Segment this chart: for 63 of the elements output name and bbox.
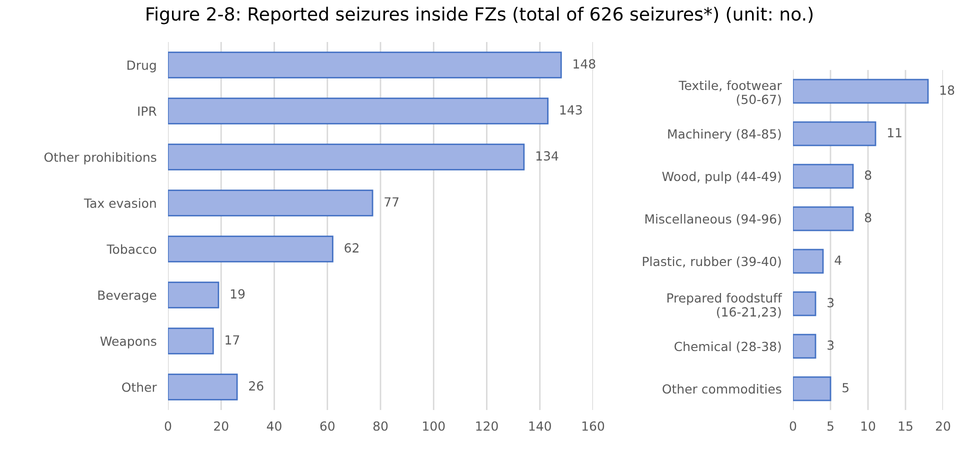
x-tick-label: 80 <box>373 421 388 431</box>
data-label: 11 <box>888 128 902 138</box>
data-label: 77 <box>384 197 398 206</box>
data-label: 134 <box>536 151 558 161</box>
y-tick-label: Drug <box>127 60 156 72</box>
bar <box>793 78 929 104</box>
x-tick-label: 120 <box>476 421 498 431</box>
x-tick-label: 20 <box>936 421 950 431</box>
y-tick-label: Other prohibitions <box>44 152 156 164</box>
bar <box>168 282 220 308</box>
y-tick-label: Tax evasion <box>84 198 156 208</box>
y-tick-label: Weapons <box>100 336 156 348</box>
x-tick-label: 0 <box>164 421 172 431</box>
bar <box>793 121 876 146</box>
bar <box>168 52 562 78</box>
bar <box>793 164 854 189</box>
bar <box>168 190 374 216</box>
x-tick-label: 5 <box>827 421 834 431</box>
chart-title: Figure 2-8: Reported seizures inside FZs (total of 626 seizures*) (unit: no.) <box>146 6 813 24</box>
y-tick-label: Prepared foodstuff (16-21,23) <box>667 292 782 318</box>
y-tick-label: Wood, pulp (44-49) <box>662 172 781 184</box>
y-tick-label: Beverage <box>98 290 156 302</box>
y-tick-label: Miscellaneous (94-96) <box>645 214 781 226</box>
x-tick-label: 160 <box>582 421 604 431</box>
bar <box>793 291 816 316</box>
x-tick-label: 0 <box>790 421 796 431</box>
bar <box>793 206 854 232</box>
data-label: 18 <box>940 85 954 95</box>
bar <box>168 374 238 400</box>
bar <box>168 328 214 354</box>
y-tick-label: Textile, footwear (50-67) <box>678 80 782 106</box>
x-tick-label: 140 <box>529 421 551 431</box>
x-tick-label: 20 <box>214 421 228 431</box>
data-label: 26 <box>249 381 264 391</box>
data-label: 19 <box>230 289 245 299</box>
data-label: 17 <box>226 335 240 344</box>
x-tick-label: 60 <box>320 421 334 431</box>
data-label: 148 <box>574 59 596 69</box>
data-label: 3 <box>828 298 834 308</box>
data-label: 8 <box>864 170 872 180</box>
y-tick-label: Machinery (84-85) <box>668 129 781 142</box>
data-label: 3 <box>828 340 834 350</box>
y-tick-label: IPR <box>138 106 157 116</box>
x-tick-label: 10 <box>861 421 876 431</box>
y-tick-label: Other commodities <box>662 384 782 394</box>
bar <box>793 334 816 359</box>
y-tick-label: Tobacco <box>106 244 156 254</box>
y-tick-label: Other <box>122 382 157 392</box>
x-tick-label: 40 <box>266 421 282 431</box>
bar <box>168 236 334 262</box>
data-label: 5 <box>842 383 848 392</box>
x-tick-label: 100 <box>423 421 445 431</box>
y-tick-label: Chemical (28-38) <box>674 342 781 353</box>
bar <box>793 248 824 274</box>
bar <box>168 144 525 170</box>
y-tick-label: Plastic, rubber (39-40) <box>642 256 781 268</box>
x-tick-label: 15 <box>898 421 912 431</box>
data-label: 143 <box>560 105 582 115</box>
data-label: 8 <box>864 212 872 222</box>
bar <box>793 376 832 402</box>
data-label: 4 <box>834 256 842 265</box>
bar <box>168 98 549 124</box>
data-label: 62 <box>344 243 358 253</box>
